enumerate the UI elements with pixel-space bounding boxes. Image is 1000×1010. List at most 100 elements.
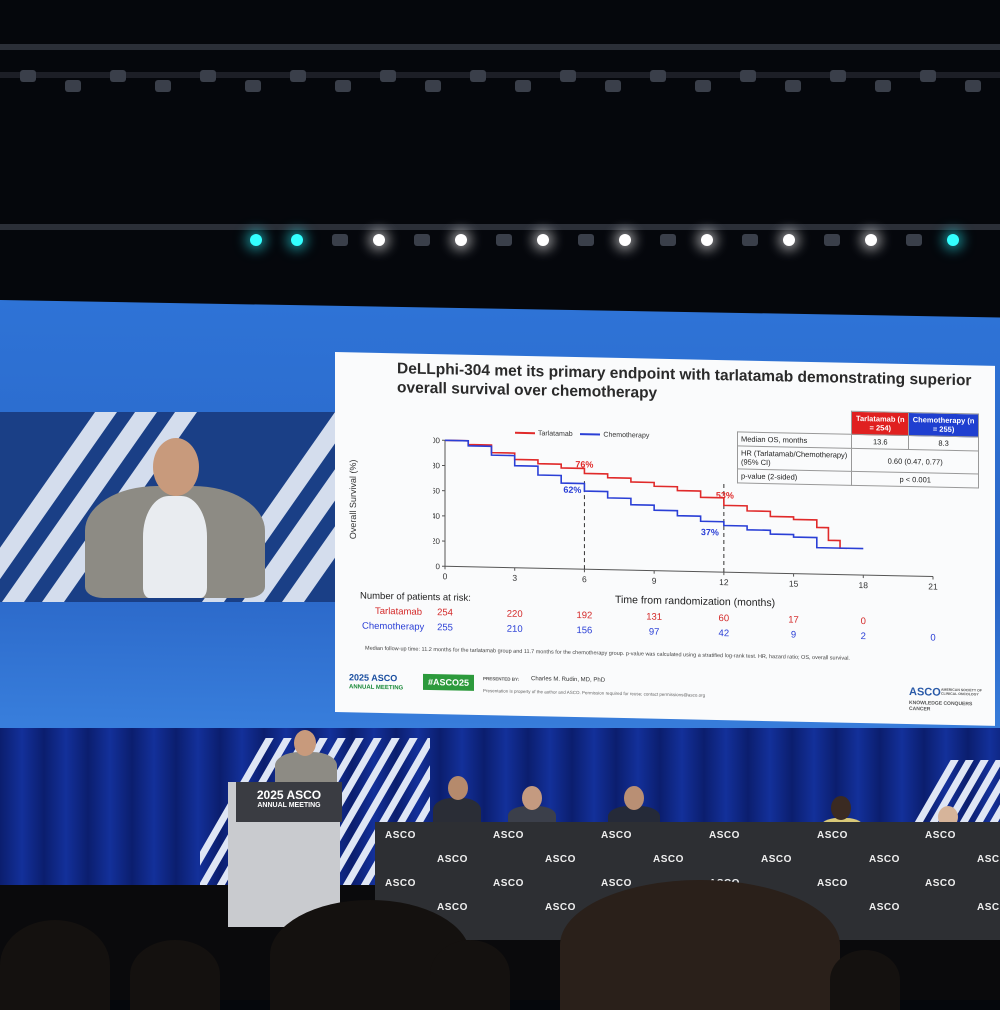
footer-meeting-sub: ANNUAL MEETING bbox=[349, 684, 403, 691]
stage-light bbox=[65, 80, 81, 92]
at-risk-value-tarlatamab: 17 bbox=[779, 614, 809, 626]
stage-light bbox=[920, 70, 936, 82]
stage-light bbox=[783, 234, 795, 246]
stage-light bbox=[695, 80, 711, 92]
stage-light bbox=[865, 234, 877, 246]
stage-light bbox=[470, 70, 486, 82]
stage-light bbox=[965, 80, 981, 92]
y-tick-label: 100 bbox=[433, 436, 441, 445]
at-risk-value-tarlatamab: 254 bbox=[430, 607, 460, 619]
y-tick-label: 60 bbox=[433, 486, 441, 495]
footer-asco-logo: ASCO bbox=[909, 686, 941, 699]
presentation-slide: DeLLphi-304 met its primary endpoint wit… bbox=[335, 352, 995, 726]
stage-light bbox=[250, 234, 262, 246]
at-risk-value-chemotherapy: 97 bbox=[639, 626, 669, 638]
stage-light bbox=[906, 234, 922, 246]
table-asco-logo: ASCO bbox=[545, 854, 576, 865]
legend-swatch-chemotherapy bbox=[580, 433, 600, 435]
stage-light bbox=[291, 234, 303, 246]
footer-presented-by: PRESENTED BY: bbox=[483, 676, 519, 682]
stats-header-tarlatamab: Tarlatamab (n = 254) bbox=[852, 411, 909, 435]
stage-light bbox=[290, 70, 306, 82]
podium-sign-subtitle: ANNUAL MEETING bbox=[236, 802, 342, 809]
stage-light bbox=[742, 234, 758, 246]
y-axis-label: Overall Survival (%) bbox=[348, 460, 358, 540]
table-asco-logo: ASCO bbox=[817, 830, 848, 841]
footer-hashtag: #ASCO25 bbox=[423, 674, 474, 691]
table-asco-logo: ASCO bbox=[869, 854, 900, 865]
stats-pvalue-value: p < 0.001 bbox=[852, 471, 979, 488]
x-tick-label: 21 bbox=[928, 581, 938, 591]
stats-median-os-tarlatamab: 13.6 bbox=[852, 434, 909, 449]
stage-light bbox=[578, 234, 594, 246]
x-tick-label: 6 bbox=[582, 574, 587, 584]
table-asco-logo: ASCO bbox=[601, 830, 632, 841]
footer-asco-sub: AMERICAN SOCIETY OF CLINICAL ONCOLOGY bbox=[941, 688, 993, 697]
stage-light bbox=[335, 80, 351, 92]
podium-sign-title: 2025 ASCO bbox=[236, 788, 342, 802]
at-risk-value-tarlatamab: 60 bbox=[709, 613, 739, 625]
legend-swatch-tarlatamab bbox=[515, 432, 535, 434]
at-risk-value-tarlatamab: 131 bbox=[639, 611, 669, 623]
stage-light bbox=[650, 70, 666, 82]
stage-light bbox=[373, 234, 385, 246]
at-risk-value-chemotherapy: 156 bbox=[569, 625, 599, 637]
stats-median-os-chemotherapy: 8.3 bbox=[909, 436, 979, 451]
table-asco-logo: ASCO bbox=[709, 830, 740, 841]
stage-light bbox=[619, 234, 631, 246]
at-risk-value-chemotherapy: 42 bbox=[709, 628, 739, 640]
at-risk-label-tarlatamab: Tarlatamab bbox=[375, 606, 422, 618]
stage-light bbox=[947, 234, 959, 246]
footer-permission: Presentation is property of the author a… bbox=[483, 688, 705, 698]
at-risk-value-chemotherapy: 2 bbox=[848, 631, 878, 643]
x-tick-label: 18 bbox=[859, 580, 869, 590]
stats-hr-label: HR (Tarlatamab/Chemotherapy) (95% CI) bbox=[738, 446, 852, 471]
speaker-video-figure bbox=[85, 438, 265, 598]
stage-light bbox=[515, 80, 531, 92]
at-risk-label-chemotherapy: Chemotherapy bbox=[362, 621, 424, 633]
table-asco-logo: ASCO bbox=[653, 854, 684, 865]
slide-title: DeLLphi-304 met its primary endpoint wit… bbox=[397, 359, 987, 409]
audience-silhouettes bbox=[0, 880, 1000, 1000]
stage-light bbox=[605, 80, 621, 92]
y-tick-label: 80 bbox=[433, 461, 441, 470]
stage-light bbox=[155, 80, 171, 92]
annotation-tarlatamab-12mo: 53% bbox=[716, 490, 734, 500]
table-asco-logo: ASCO bbox=[977, 854, 1000, 865]
stage-light bbox=[701, 234, 713, 246]
at-risk-value-chemotherapy: 210 bbox=[500, 623, 530, 635]
footer-meeting-logo: 2025 ASCO bbox=[349, 672, 397, 683]
overhead-lighting-rig bbox=[0, 30, 1000, 140]
podium-sign: 2025 ASCO ANNUAL MEETING bbox=[236, 782, 342, 822]
annotation-chemotherapy-12mo: 37% bbox=[701, 527, 719, 537]
stage-light bbox=[785, 80, 801, 92]
at-risk-value-chemotherapy: 9 bbox=[779, 629, 809, 641]
at-risk-value-tarlatamab: 0 bbox=[848, 616, 878, 628]
y-tick-label: 40 bbox=[433, 512, 441, 521]
stage-light bbox=[425, 80, 441, 92]
x-tick-label: 0 bbox=[443, 571, 448, 581]
stage-light bbox=[332, 234, 348, 246]
stage-light bbox=[200, 70, 216, 82]
footer-tagline: KNOWLEDGE CONQUERS CANCER bbox=[909, 700, 995, 714]
stage-light bbox=[537, 234, 549, 246]
x-axis-line bbox=[445, 566, 933, 576]
stats-pvalue-label: p-value (2-sided) bbox=[738, 469, 852, 485]
stage-light bbox=[660, 234, 676, 246]
x-tick-label: 15 bbox=[789, 579, 799, 589]
at-risk-value-tarlatamab: 192 bbox=[569, 610, 599, 622]
footer-presenter: Charles M. Rudin, MD, PhD bbox=[531, 676, 605, 684]
slide-footer: 2025 ASCO ANNUAL MEETING #ASCO25 PRESENT… bbox=[335, 670, 995, 718]
table-asco-logo: ASCO bbox=[385, 830, 416, 841]
stage-light bbox=[740, 70, 756, 82]
stage-light bbox=[830, 70, 846, 82]
at-risk-value-chemotherapy: 255 bbox=[430, 622, 460, 634]
table-asco-logo: ASCO bbox=[493, 830, 524, 841]
stage-light bbox=[20, 70, 36, 82]
stage-light bbox=[824, 234, 840, 246]
y-tick-label: 0 bbox=[436, 562, 441, 571]
table-asco-logo: ASCO bbox=[925, 830, 956, 841]
x-tick-label: 3 bbox=[512, 573, 517, 583]
stage-light bbox=[875, 80, 891, 92]
annotation-tarlatamab-6mo: 76% bbox=[575, 459, 593, 469]
